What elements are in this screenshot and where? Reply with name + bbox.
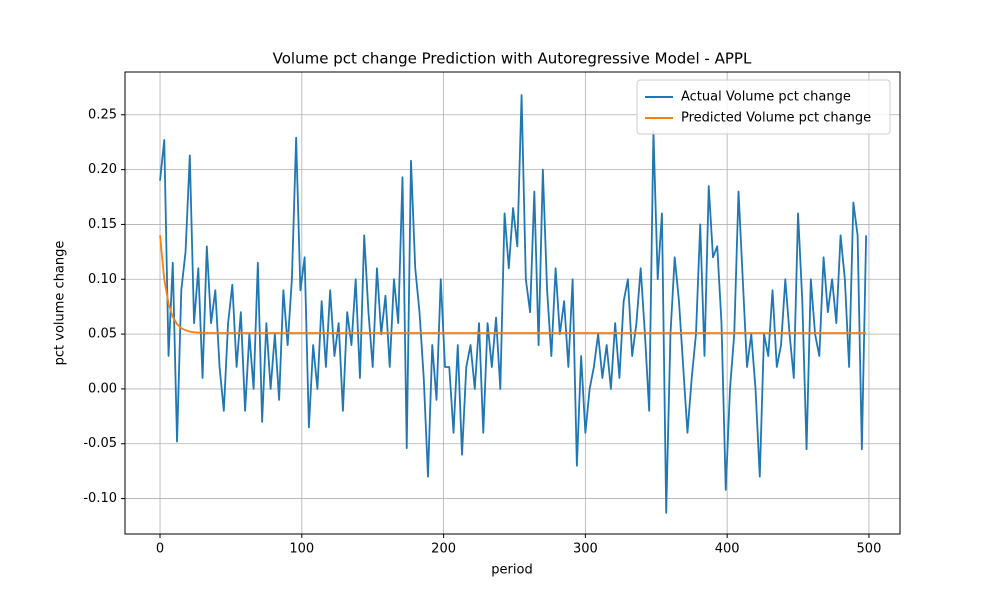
y-tick-label: 0.05 [88,327,117,342]
x-tick-label: 500 [857,542,882,557]
x-tick-label: 300 [573,542,598,557]
x-tick-label: 400 [715,542,740,557]
y-tick-label: 0.15 [88,217,117,232]
legend-box [636,79,891,135]
y-tick-label: 0.00 [88,381,117,396]
legend-label: Actual Volume pct change [681,90,851,105]
x-tick-label: 200 [431,542,456,557]
y-tick-label: -0.10 [83,491,117,506]
legend-label: Predicted Volume pct change [681,111,871,126]
x-tick-label: 0 [156,542,164,557]
y-tick-label: -0.05 [83,436,117,451]
y-tick-label: 0.20 [88,162,117,177]
y-tick-label: 0.10 [88,272,117,287]
x-tick-label: 100 [289,542,314,557]
y-tick-label: 0.25 [88,107,117,122]
y-axis-label: pct volume change [53,241,68,366]
series-line [159,94,868,514]
series-line [159,235,867,334]
x-axis-label: period [491,563,532,578]
chart-title: Volume pct change Prediction with Autore… [273,50,752,68]
plot-frame [124,71,901,535]
